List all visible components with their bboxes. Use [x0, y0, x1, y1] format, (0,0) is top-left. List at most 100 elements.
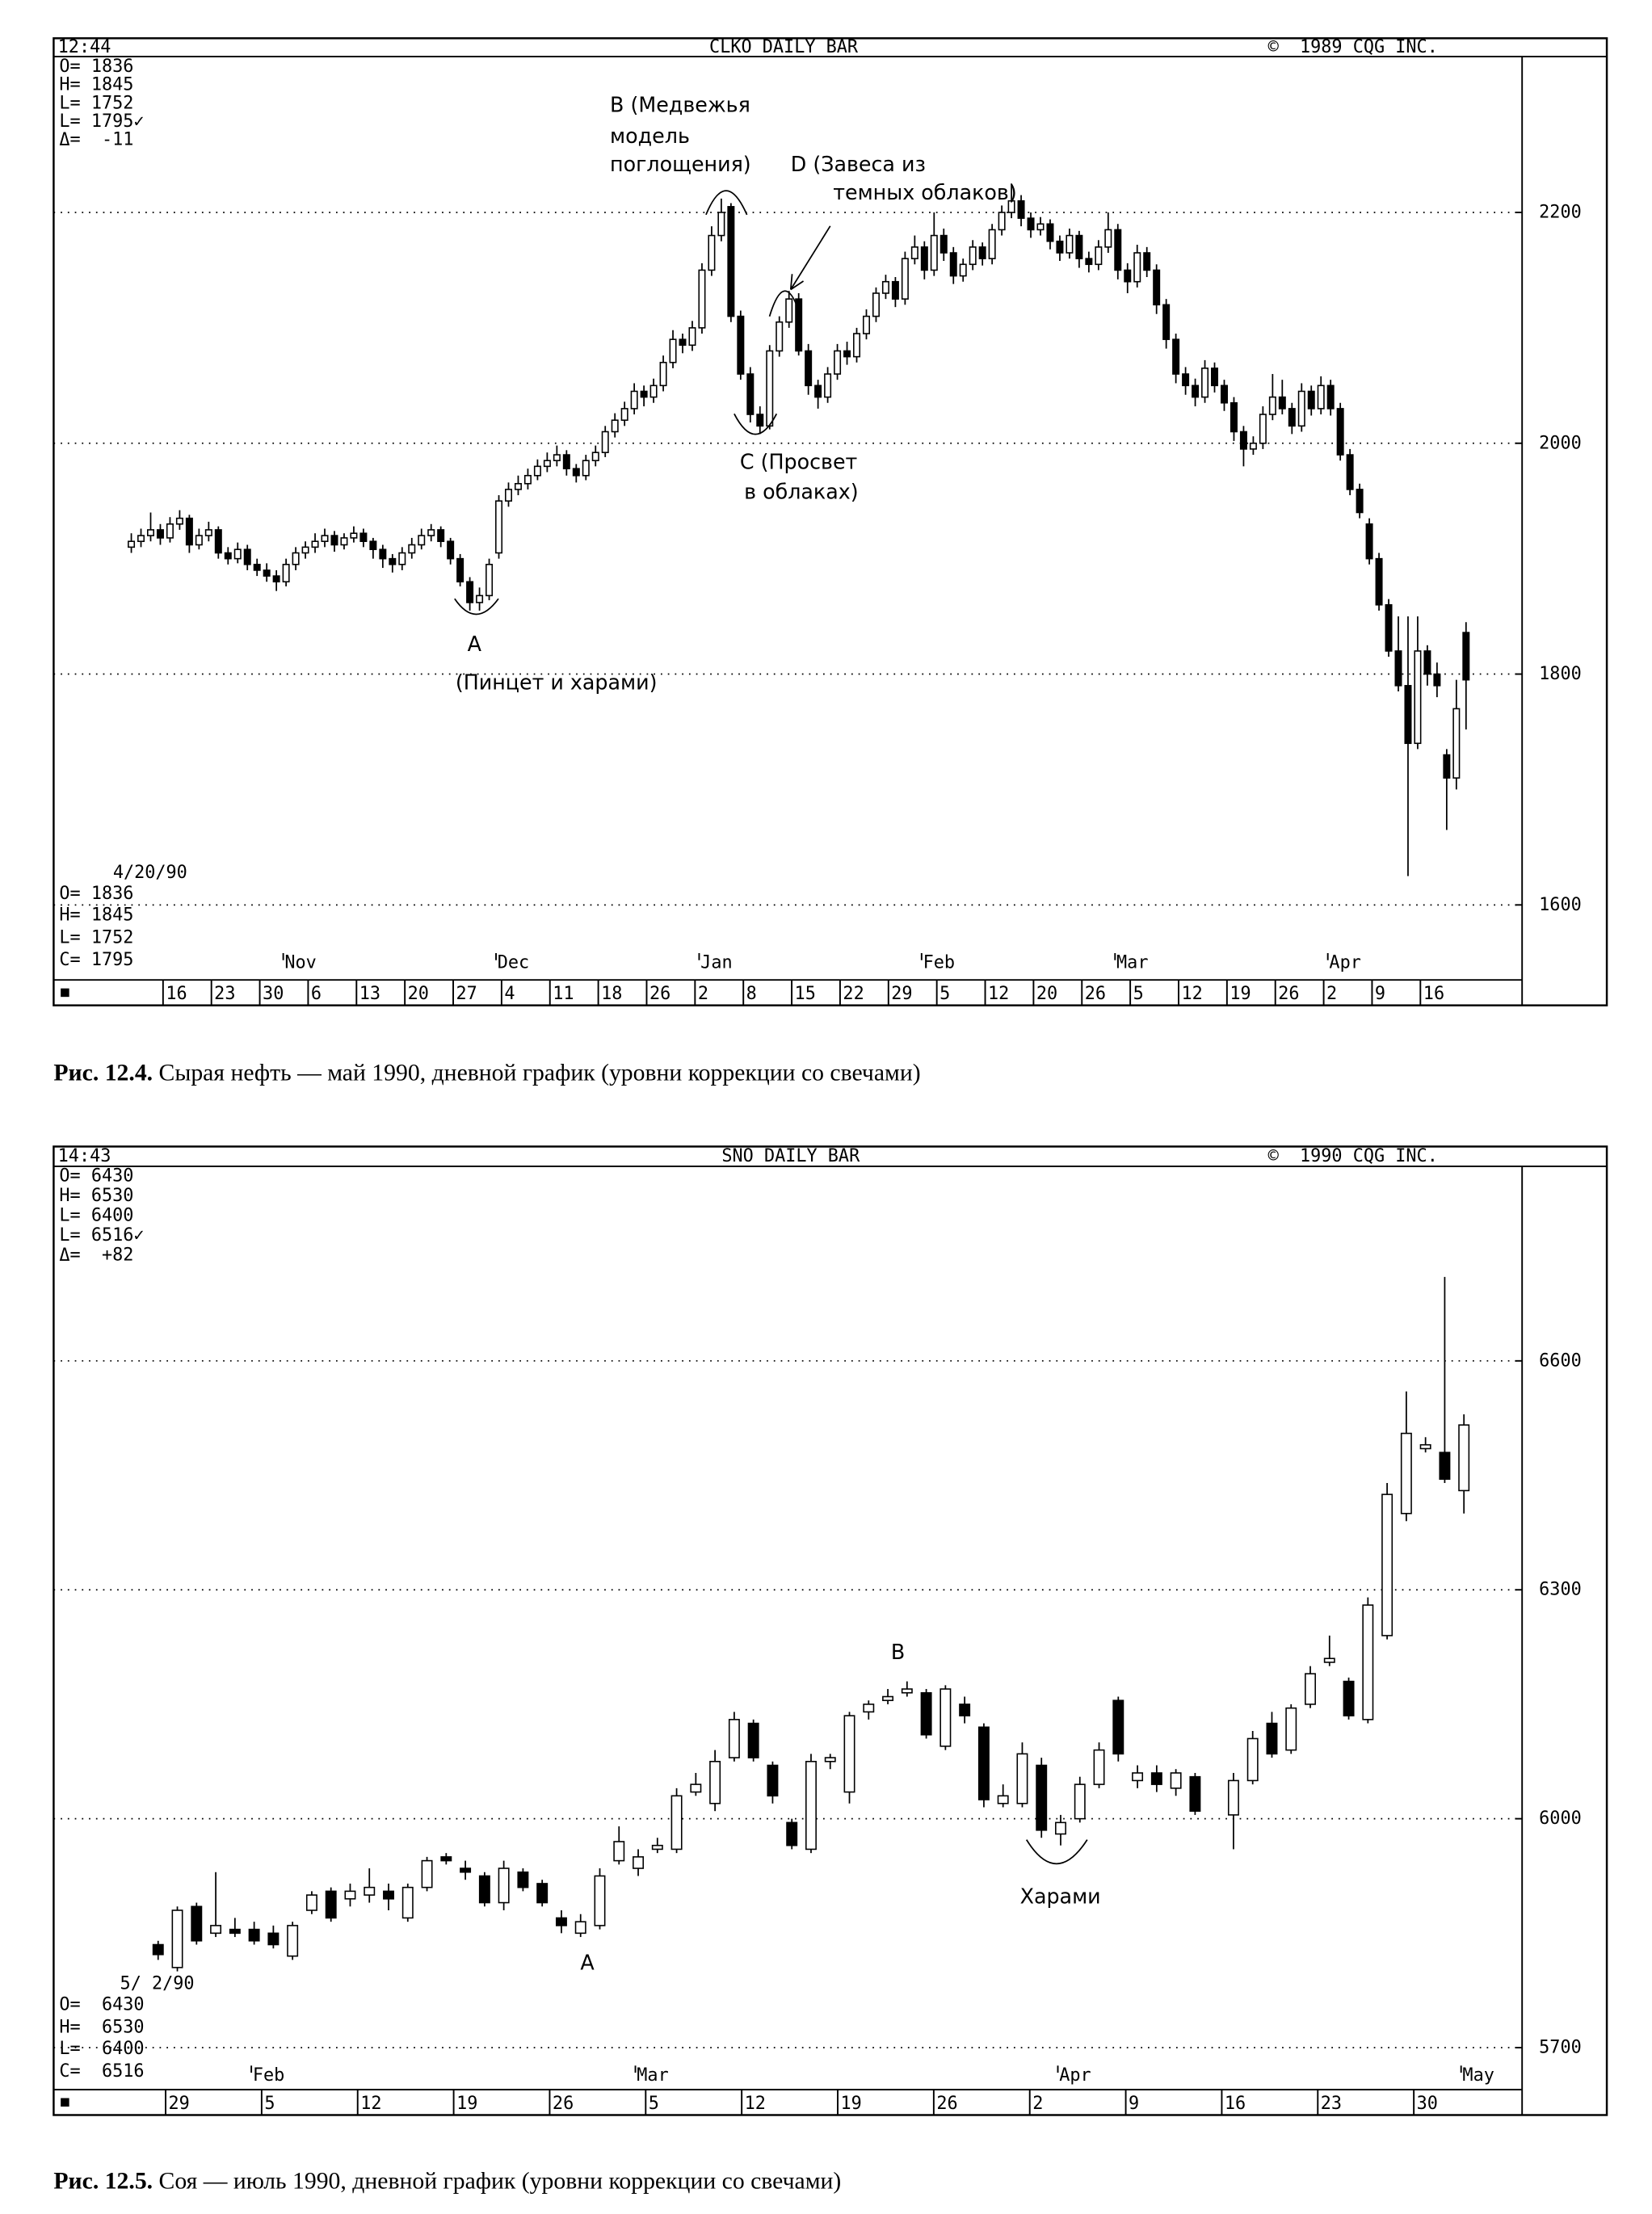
strip-marker	[61, 2098, 69, 2107]
y-tick-label: 5700	[1539, 2038, 1582, 2058]
x-tick-label: 29	[891, 984, 912, 1004]
candle-body	[959, 1704, 971, 1716]
candle-body	[613, 1841, 625, 1862]
annotation-arc	[768, 290, 801, 317]
candle-body	[248, 1928, 260, 1942]
candle-body	[543, 460, 551, 468]
candle-body	[224, 552, 232, 560]
candle-body	[988, 229, 996, 259]
candle-body	[427, 529, 435, 536]
candle-body	[1189, 1775, 1201, 1812]
candle-body	[369, 540, 377, 551]
candle-body	[311, 540, 319, 548]
candle-body	[1104, 229, 1112, 248]
candle-body	[408, 544, 416, 554]
candle-body	[272, 575, 280, 583]
candle-body	[1414, 650, 1422, 745]
chart-title: CLKO DAILY BAR	[709, 37, 859, 57]
annotation-arc	[705, 190, 748, 216]
candle-body	[978, 246, 986, 259]
candle-body	[523, 474, 532, 485]
candle-body	[1075, 234, 1083, 259]
candle-body	[146, 529, 154, 536]
y-tick-label: 2000	[1539, 433, 1582, 453]
candle-body	[776, 321, 784, 352]
candle-body	[1133, 252, 1141, 283]
candle-body	[594, 1875, 606, 1926]
candle-body	[1036, 1764, 1048, 1831]
time: 14:43	[58, 1146, 111, 1166]
candle-body	[1192, 384, 1200, 398]
x-tick-label: 6	[311, 984, 322, 1004]
candle-body	[325, 1890, 337, 1919]
x-tick-label: 13	[359, 984, 380, 1004]
candle-body	[1085, 258, 1093, 266]
caption-label: Рис. 12.4.	[53, 1061, 153, 1086]
candle-body	[166, 523, 174, 539]
x-tick-label: 9	[1375, 984, 1385, 1004]
candle-body	[533, 465, 541, 477]
candle-body	[737, 315, 745, 375]
annotation: A	[580, 1951, 595, 1975]
candle-body	[728, 1719, 740, 1758]
candle-body	[1143, 252, 1151, 271]
candle-body	[440, 1856, 452, 1862]
candle-body	[591, 452, 599, 461]
candle-body	[1365, 523, 1373, 560]
candle-body	[1066, 234, 1074, 254]
candle-body	[910, 246, 918, 259]
candle-body	[1288, 408, 1296, 427]
candle-body	[210, 1925, 222, 1935]
info-line: H= 1845	[59, 75, 133, 95]
x-tick-label: 16	[1423, 984, 1444, 1004]
info-line: H= 6530	[59, 2018, 144, 2038]
candle-body	[1268, 396, 1276, 415]
candle-body	[1027, 217, 1035, 231]
info-line: Δ= +82	[59, 1246, 133, 1266]
candle-body	[863, 1704, 875, 1713]
candle-body	[709, 1760, 721, 1804]
candle-body	[1055, 1821, 1066, 1835]
candle-body	[379, 548, 387, 560]
candle-body	[233, 548, 242, 560]
info-line: L= 1752	[59, 927, 133, 947]
candle-body	[359, 532, 368, 543]
candle-body	[340, 537, 348, 546]
x-tick-label: 8	[746, 984, 757, 1004]
candle-body	[690, 1783, 702, 1793]
x-tick-label: 16	[1225, 2094, 1246, 2114]
caption-label: Рис. 12.5.	[53, 2169, 153, 2195]
candle-body	[997, 1795, 1009, 1804]
info-line: C= 1795	[59, 950, 133, 970]
candle-body	[195, 535, 203, 546]
candle-body	[901, 258, 909, 300]
candle-body	[814, 384, 822, 398]
x-tick-label: 2	[1032, 2094, 1043, 2114]
candle-body	[1307, 390, 1315, 410]
info-line: H= 1845	[59, 905, 133, 925]
candle-body	[1266, 1722, 1278, 1755]
candle-body	[456, 557, 464, 583]
x-tick-label: 23	[214, 984, 235, 1004]
candle-body	[891, 280, 899, 300]
candle-body	[1074, 1783, 1086, 1820]
x-tick-label: 22	[843, 984, 864, 1004]
candle-body	[1007, 200, 1015, 213]
candle-body	[872, 292, 880, 317]
candle-body	[191, 1905, 203, 1942]
annotation: C (Просвет	[740, 450, 858, 474]
candle-body	[1093, 1749, 1105, 1785]
candle-body	[486, 564, 494, 597]
candle-body	[1336, 408, 1344, 456]
strip-marker	[61, 988, 69, 998]
candle-body	[263, 569, 271, 577]
candle-body	[243, 548, 251, 565]
candle-body	[862, 315, 870, 334]
x-tick-label: 26	[936, 2094, 957, 2114]
x-tick-label: 9	[1129, 2094, 1139, 2114]
candle-body	[920, 246, 928, 271]
candle-body	[756, 414, 764, 427]
candle-body	[1394, 650, 1402, 687]
caption: Рис. 12.4. Сырая нефть — май 1990, дневн…	[53, 1061, 920, 1086]
candle-body	[882, 1695, 894, 1701]
